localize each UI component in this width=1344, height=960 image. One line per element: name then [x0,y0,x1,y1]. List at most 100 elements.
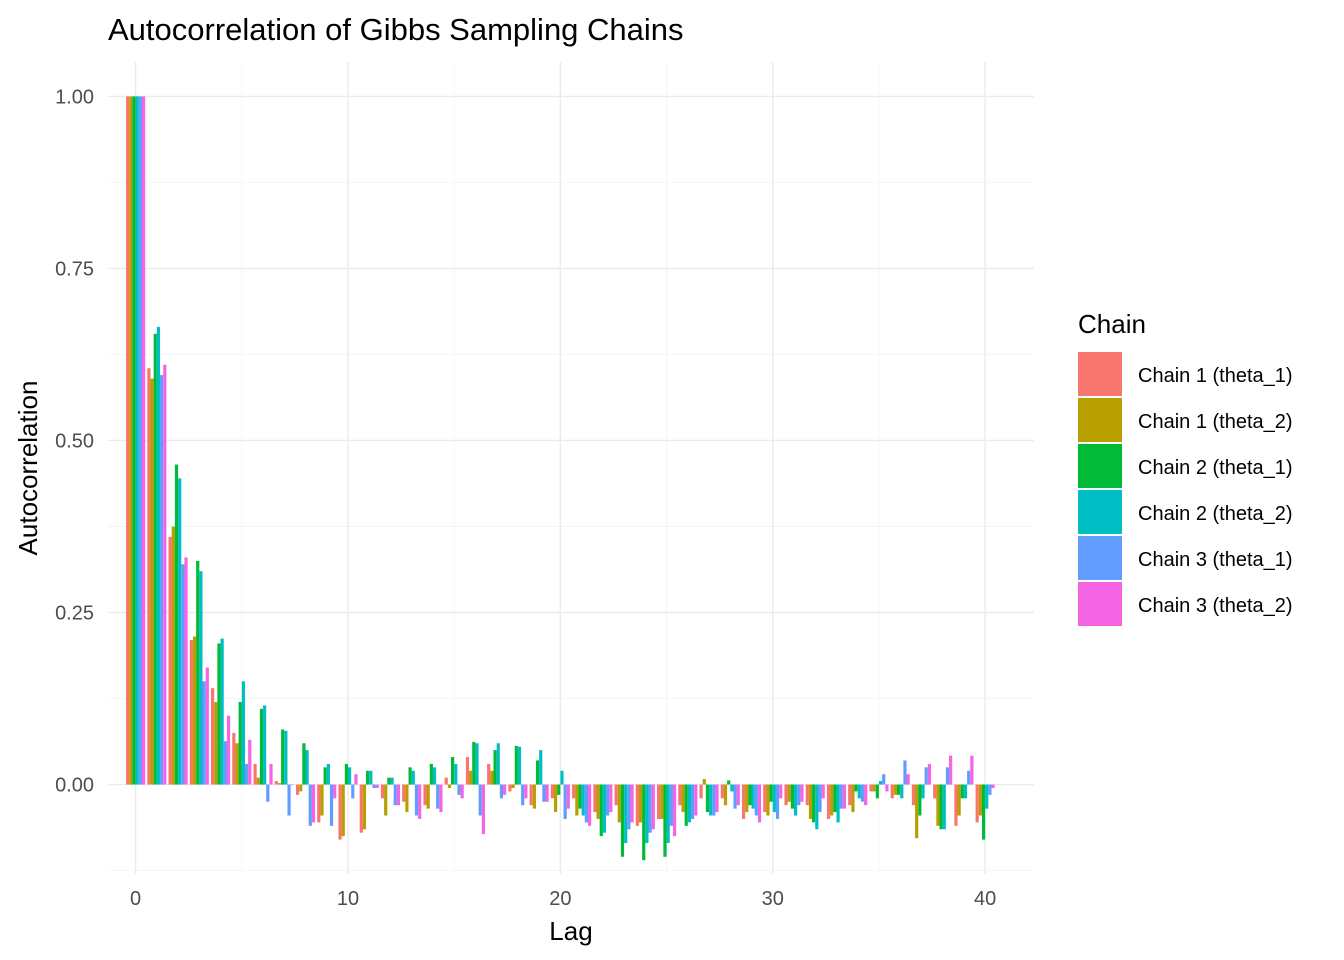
legend-label: Chain 3 (theta_2) [1138,595,1293,617]
legend-swatch [1078,536,1122,580]
bar [535,760,540,785]
bar [779,784,783,799]
bar [970,755,974,785]
bar [542,784,546,802]
bar [818,784,822,813]
bar [160,375,164,785]
bar [426,784,430,809]
bar [751,784,755,809]
bar [372,784,376,788]
bar [408,767,412,785]
bar [323,767,327,785]
bar [690,784,695,819]
bar [826,784,831,819]
bar [960,784,964,799]
bar [638,784,643,823]
bar [248,739,252,785]
bar [745,784,749,813]
bar [269,763,273,785]
bar [202,681,206,785]
bar [581,784,585,816]
bar [754,784,758,816]
bar [890,784,894,799]
bar [949,755,953,785]
bar [660,784,664,819]
bar [496,743,500,785]
bar [241,681,245,785]
x-tick-label: 20 [549,888,571,910]
bar [593,784,597,813]
bar [763,784,767,813]
bar [514,746,518,785]
bar [702,779,706,785]
bar [587,784,592,826]
bar [554,784,558,813]
bar [566,784,570,809]
bar [126,96,130,785]
bar [436,784,440,809]
bar [833,784,837,813]
bar [642,784,646,861]
y-axis-title: Autocorrelation [13,381,43,556]
bar [848,784,852,806]
bar [196,560,200,785]
bar [232,732,236,785]
bar [153,333,157,785]
bar [351,784,355,799]
bar [609,784,613,813]
bar [545,784,549,802]
bar [875,784,879,799]
bar [135,96,139,785]
bar [277,783,282,785]
bar [599,784,603,837]
bar [620,784,625,857]
bar [878,781,883,785]
bar [687,784,691,823]
bar [709,784,713,816]
bar [563,784,567,819]
bar [418,784,422,819]
bar [205,667,209,785]
bar [163,364,167,785]
bar [168,536,172,785]
bar [490,770,494,785]
bar [808,784,813,819]
legend-label: Chain 3 (theta_1) [1138,549,1293,571]
bar [457,784,461,795]
bar [627,784,631,830]
bar [481,784,485,835]
bar [444,777,448,785]
bar [584,784,588,823]
bar [366,770,370,785]
bar [532,784,536,809]
bars [126,96,995,861]
x-tick-label: 40 [974,888,996,910]
bar [189,640,193,785]
bar [669,784,673,826]
bar [723,784,728,806]
x-tick-label: 30 [762,888,784,910]
bar [915,784,919,839]
y-tick-label: 0.75 [55,258,94,280]
bar [171,526,175,785]
legend-swatch [1078,444,1122,488]
bar [129,96,133,785]
bar [906,774,910,785]
x-tick-label: 10 [337,888,359,910]
bar [338,784,342,840]
bar [903,760,907,785]
bar [333,784,337,799]
bar [178,478,182,785]
bar [259,708,264,785]
bar [393,784,397,806]
bar [380,784,385,799]
bar [757,784,762,823]
bar [375,784,379,788]
bar [141,96,146,785]
bar [439,784,443,813]
bar [942,784,946,830]
bar [897,784,901,795]
bar [630,784,634,823]
bar [387,777,391,785]
bar [885,784,889,792]
